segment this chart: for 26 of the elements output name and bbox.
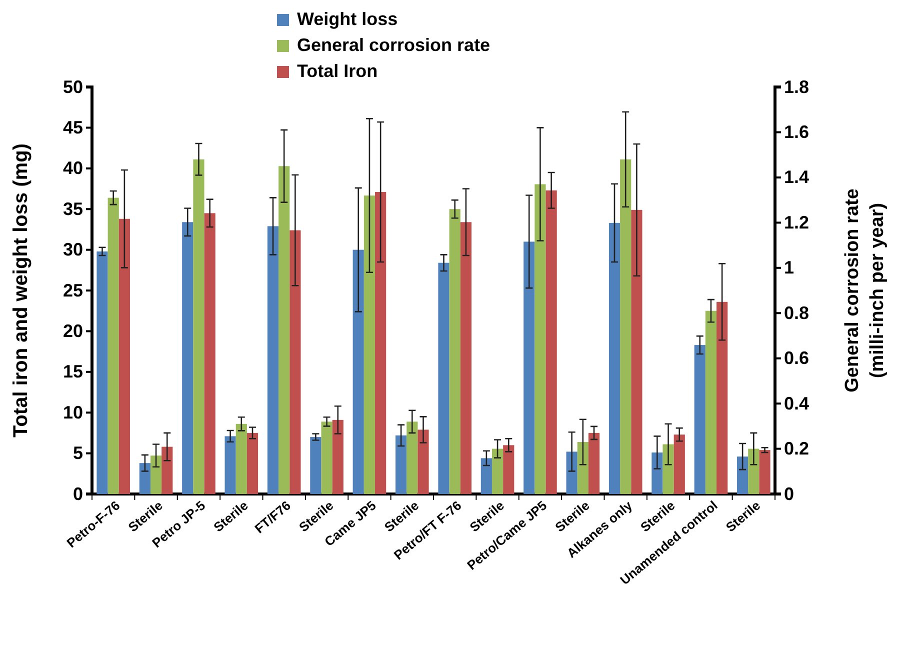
- y-tick-label: 30: [62, 240, 83, 260]
- y-tick-label: 10: [62, 402, 83, 422]
- y-axis-title: Total iron and weight loss (mg): [10, 143, 32, 438]
- y2-axis-title: General corrosion rate (milli-inch per year): [842, 188, 888, 392]
- y2-tick-label: 0.2: [784, 438, 810, 459]
- y2-tick-label: 0.4: [784, 393, 810, 414]
- y-tick-label: 15: [62, 362, 83, 382]
- y2-tick-label: 0.8: [784, 302, 810, 323]
- y-tick-label: 0: [72, 484, 83, 504]
- y2-tick-label: 1.8: [784, 76, 810, 97]
- legend-label: General corrosion rate: [297, 35, 490, 55]
- y2-tick-label: 1: [784, 258, 794, 278]
- y-tick-label: 20: [62, 320, 83, 341]
- y2-tick-label: 1.4: [784, 167, 810, 188]
- y-tick-label: 35: [62, 198, 83, 219]
- y2-tick-label: 1.6: [784, 122, 810, 142]
- legend-label: Total Iron: [297, 61, 378, 81]
- y-tick-label: 5: [72, 443, 83, 464]
- y2-tick-label: 1.2: [784, 212, 810, 232]
- legend-label: Weight loss: [297, 9, 398, 29]
- y-tick-label: 50: [62, 76, 83, 97]
- y2-tick-label: 0.6: [784, 348, 810, 368]
- y-tick-label: 25: [62, 280, 83, 300]
- y-tick-label: 45: [62, 117, 83, 138]
- y2-tick-label: 0: [784, 484, 794, 504]
- y-tick-label: 40: [62, 158, 83, 178]
